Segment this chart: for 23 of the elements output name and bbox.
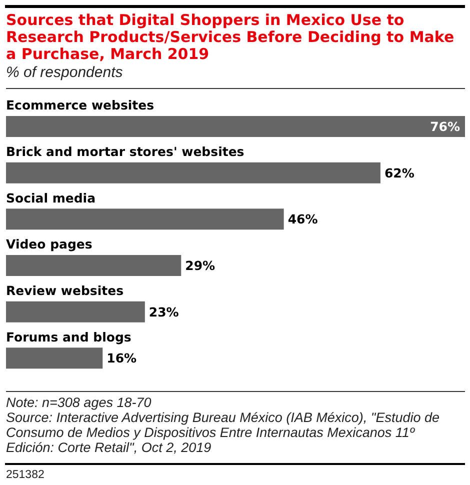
y-tick-label: Ecommerce websites bbox=[6, 98, 154, 113]
bar bbox=[6, 301, 145, 322]
source-note: Source: Interactive Advertising Bureau México (IAB México), "Estudio de Consumo de Medios y Dispositivos Entre Internautas Mexicanos 11º Edición: Corte Retail", Oct 2, 2019 bbox=[6, 410, 440, 455]
chart-title: Sources that Digital Shoppers in Mexico Use to Research Products/Services Before Deciding to Make a Purchase, March 2019 bbox=[6, 11, 456, 63]
bar bbox=[6, 348, 103, 369]
data-label: 23% bbox=[148, 304, 180, 320]
y-tick-label: Forums and blogs bbox=[6, 329, 132, 344]
bar bbox=[6, 116, 465, 137]
y-tick-label: Brick and mortar stores' websites bbox=[6, 144, 244, 159]
text: 251382 bbox=[6, 468, 44, 482]
data-label: 62% bbox=[384, 165, 415, 180]
y-tick-label: Video pages bbox=[6, 236, 92, 252]
data-label: 16% bbox=[106, 350, 138, 366]
data-label: 46% bbox=[288, 212, 318, 227]
bar bbox=[6, 255, 182, 276]
y-tick-label: Review websites bbox=[6, 283, 124, 298]
bar bbox=[6, 208, 284, 230]
data-label: 76% bbox=[430, 119, 460, 134]
bar bbox=[6, 162, 380, 184]
data-label: 29% bbox=[185, 258, 216, 273]
y-tick-label: Social media bbox=[6, 190, 96, 206]
text: Note: n=308 ages 18-70 bbox=[6, 395, 152, 410]
chart-subtitle: % of respondents bbox=[6, 64, 124, 82]
